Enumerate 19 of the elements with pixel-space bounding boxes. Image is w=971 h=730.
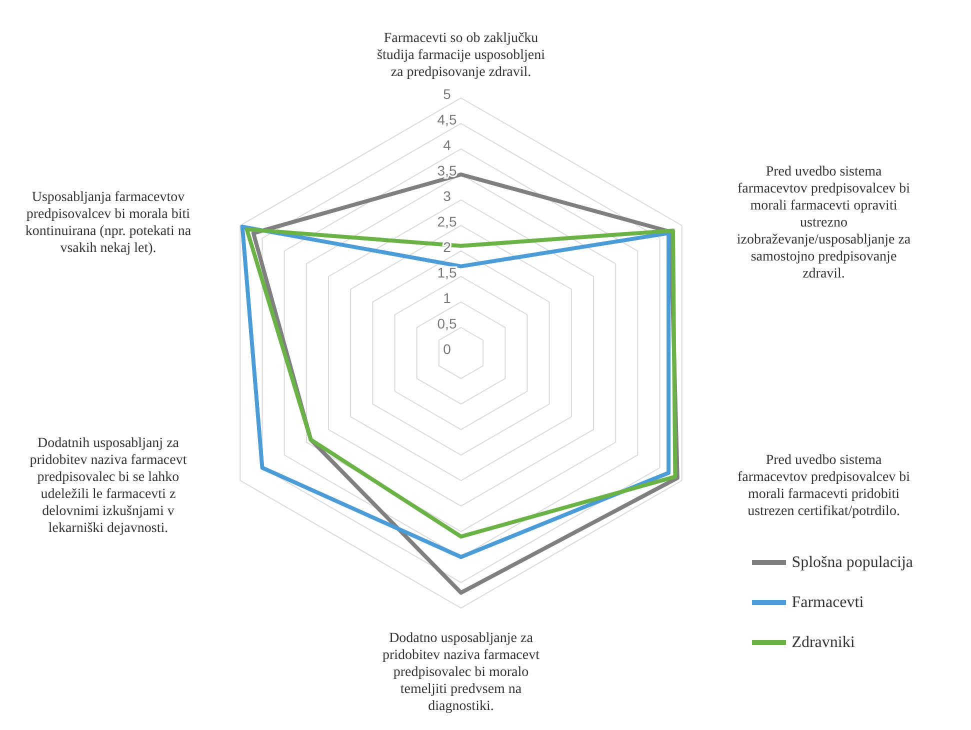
- spoke-label: Usposabljanja farmacevtov predpisovalcev bi morala biti kontinuirana (npr. potekati na vsakih nekaj let).: [25, 190, 192, 256]
- y-tick-label: 5: [443, 86, 452, 102]
- spoke-label: Farmacevti so ob zaključku študija farmacije usposobljeni za predpisovanje zdravil.: [377, 31, 546, 80]
- spoke-label: Pred uvedbo sistema farmacevtov predpisovalcev bi morali farmacevti pridobiti ustrezen certifikat/potrdilo.: [737, 453, 910, 519]
- spoke-label: Dodatnih usposabljanj za pridobitev naziva farmacevt predpisovalec bi se lahko udeležili le farmacevti z delovnimi izkušnjami v lekarniški dejavnosti.: [30, 436, 187, 536]
- y-tick-label: 1: [443, 290, 452, 306]
- spoke-label: Dodatno usposabljanje za pridobitev naziva farmacevt predpisovalec bi moralo temeljiti predvsem na diagnostiki.: [382, 631, 540, 714]
- y-tick-label: 2,5: [437, 214, 457, 230]
- legend-label: Splošna populacija: [792, 554, 913, 572]
- y-tick-label: 0,5: [437, 316, 457, 332]
- y-tick-label: 4,5: [437, 112, 457, 128]
- y-tick-label: 3,5: [437, 162, 457, 178]
- y-tick-label: 4: [443, 137, 452, 153]
- legend-label: Farmacevti: [792, 594, 864, 612]
- spoke-label: Pred uvedbo sistema farmacevtov predpisovalcev bi morali farmacevti opraviti ustrezno izobraževanje/usposabljanje za samostojno predpisovanje zdravil.: [736, 164, 912, 282]
- legend-label: Zdravniki: [792, 634, 855, 652]
- y-tick-label: 3: [443, 188, 452, 204]
- y-tick-label: 1,5: [437, 264, 457, 280]
- y-tick-label: 0: [443, 341, 452, 357]
